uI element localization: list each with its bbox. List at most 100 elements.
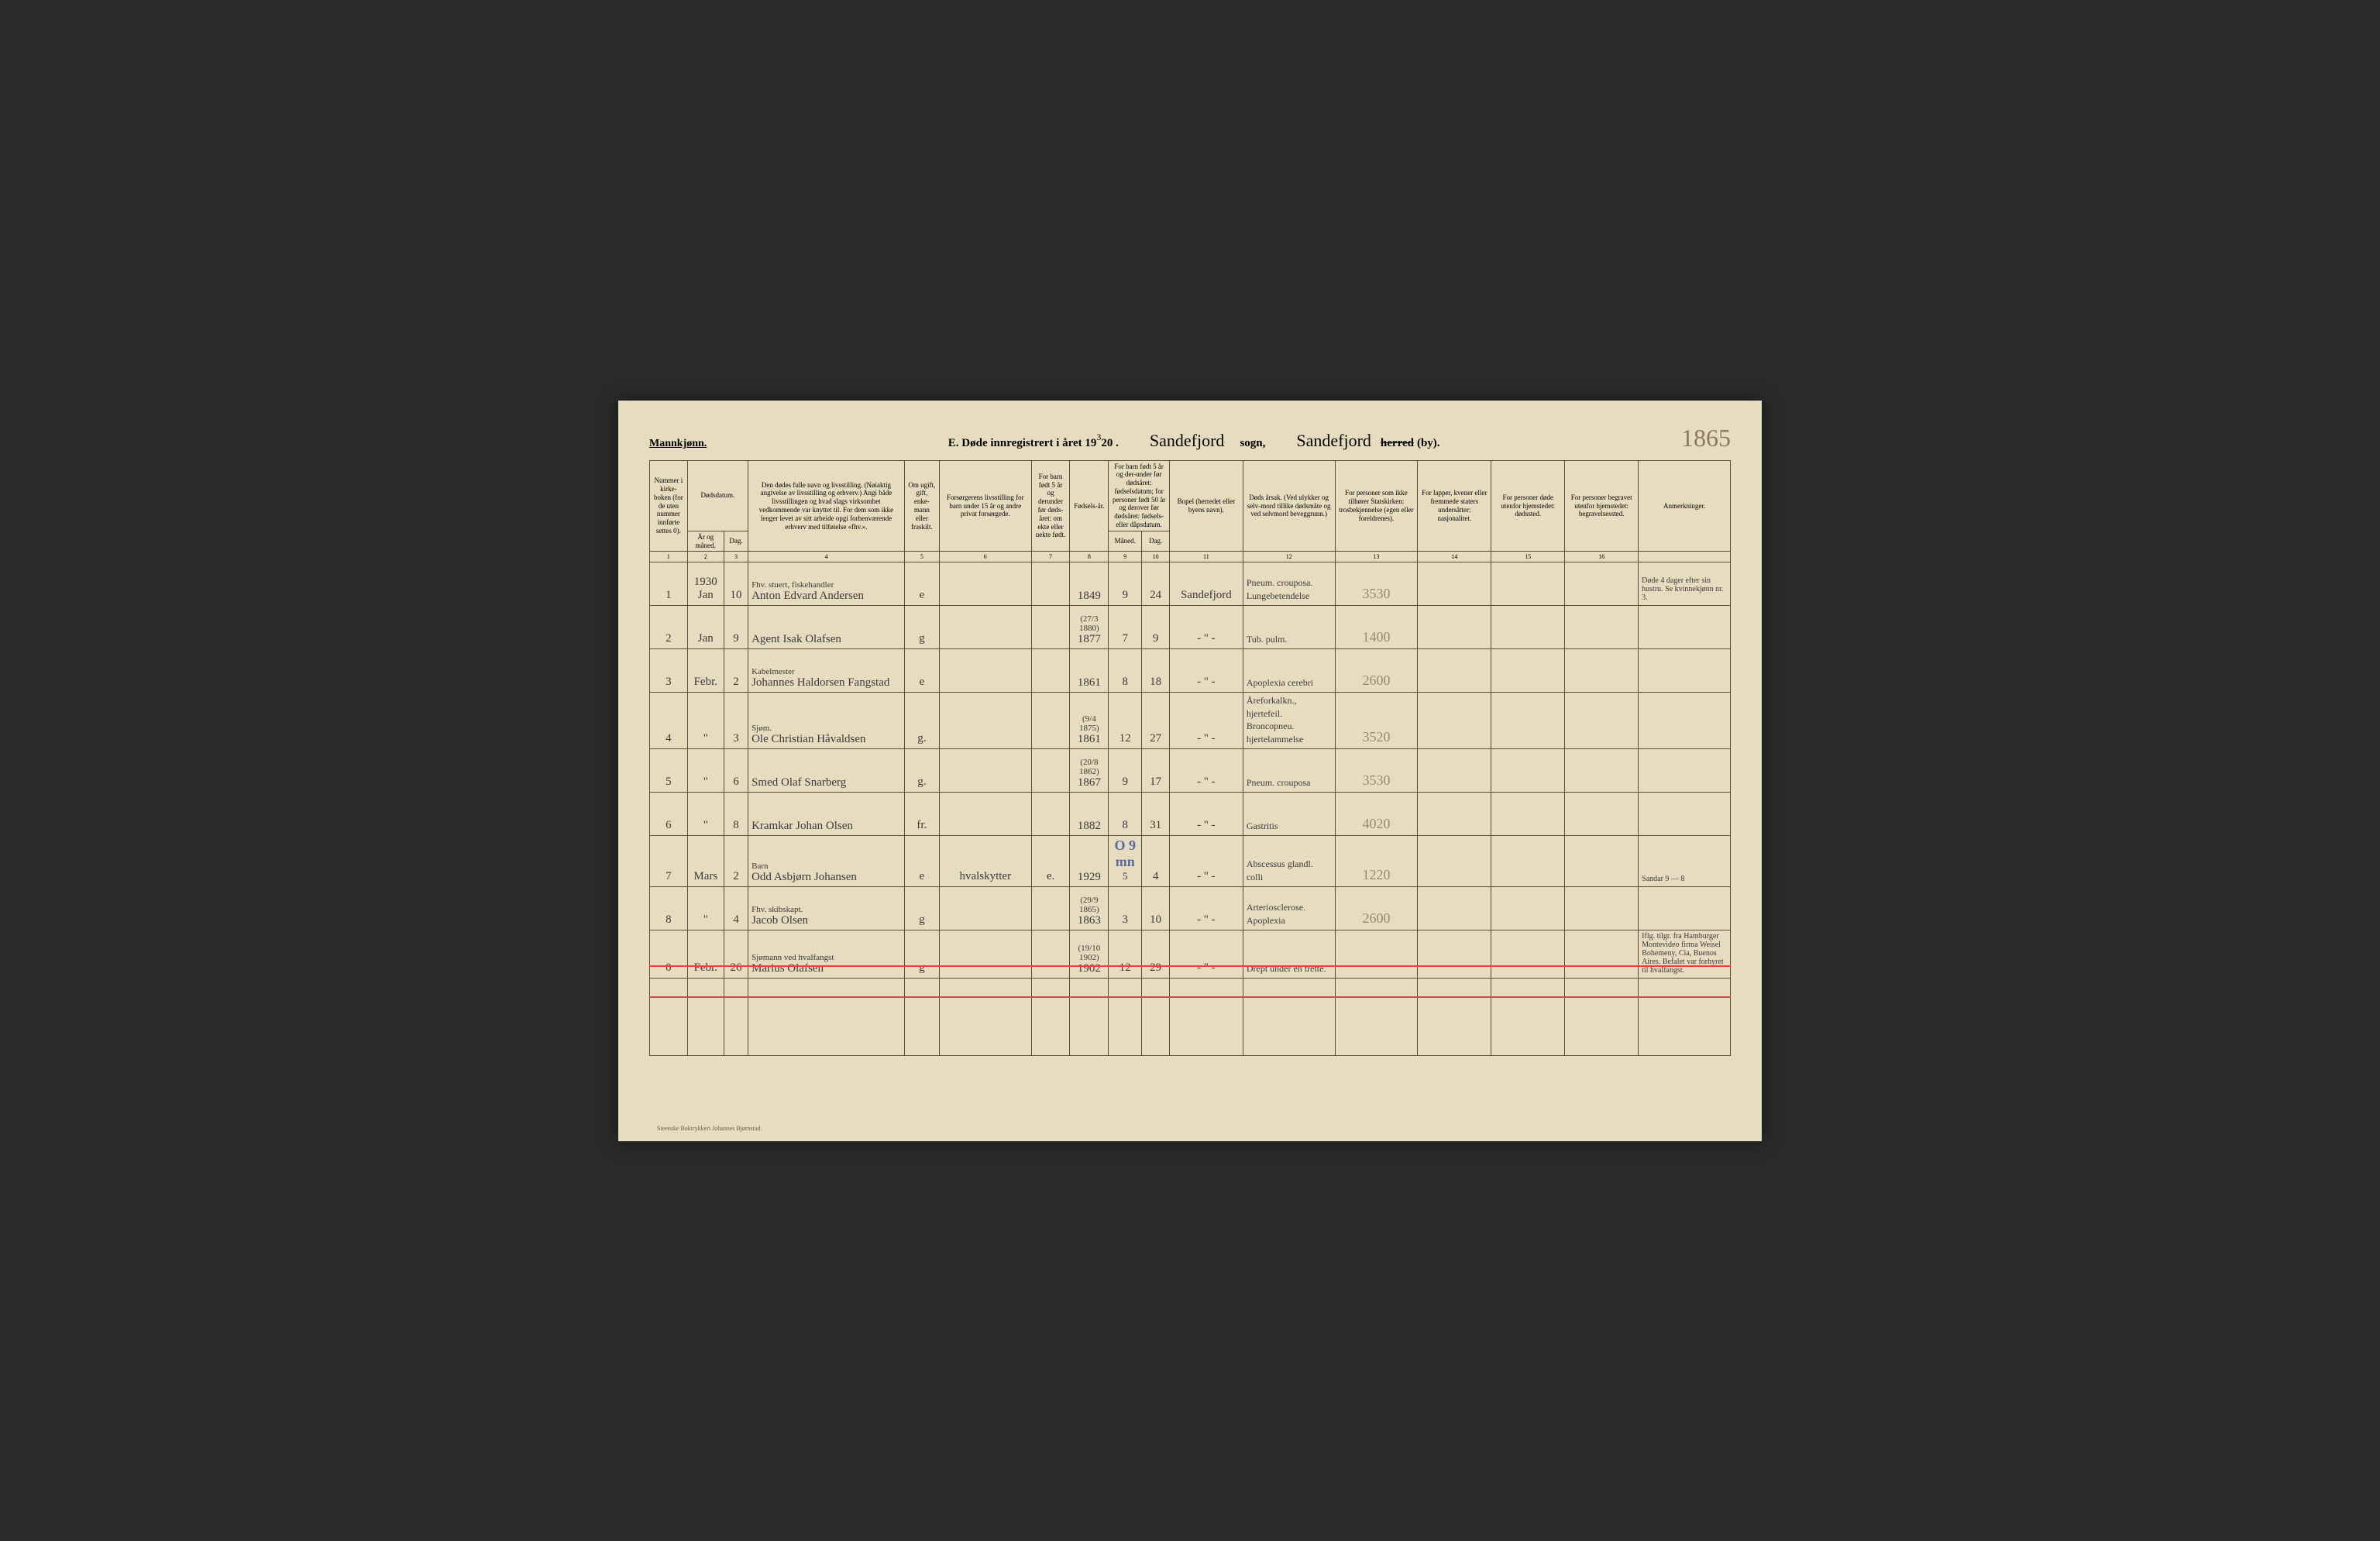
table-cell xyxy=(1565,793,1639,836)
table-cell: Kramkar Johan Olsen xyxy=(748,793,905,836)
table-cell: Agent Isak Olafsen xyxy=(748,606,905,649)
table-cell: (9/4 1875)1861 xyxy=(1070,693,1109,749)
table-cell: Sjømann ved hvalfangstMarius Olafsen xyxy=(748,930,905,979)
table-cell xyxy=(1031,930,1070,979)
table-cell: 2600 xyxy=(1335,887,1418,930)
table-cell: (20/8 1862)1867 xyxy=(1070,749,1109,793)
table-cell: e. xyxy=(1031,836,1070,887)
table-cell: 1849 xyxy=(1070,562,1109,606)
table-cell xyxy=(1031,693,1070,749)
table-cell xyxy=(1639,693,1731,749)
table-cell: 5 xyxy=(650,749,688,793)
table-cell xyxy=(1491,562,1565,606)
table-cell xyxy=(1418,649,1491,693)
table-cell: 1882 xyxy=(1070,793,1109,836)
table-cell: - " - xyxy=(1169,749,1243,793)
gender-label: Mannkjønn. xyxy=(649,438,707,450)
table-cell: Pneum. crouposa. Lungebetendelse xyxy=(1243,562,1335,606)
table-cell xyxy=(1418,693,1491,749)
table-cell: 8 xyxy=(724,793,748,836)
table-cell: 4 xyxy=(1142,836,1170,887)
table-row: 5"6Smed Olaf Snarbergg.(20/8 1862)186791… xyxy=(650,749,1731,793)
table-cell: 9 xyxy=(1109,749,1142,793)
table-cell: g xyxy=(904,887,939,930)
col-header: Anmerkninger. xyxy=(1639,460,1731,552)
table-cell: 3 xyxy=(1109,887,1142,930)
table-cell: - " - xyxy=(1169,693,1243,749)
table-cell: 6 xyxy=(650,793,688,836)
table-cell: Åreforkalkn., hjertefeil. Broncopneu. hj… xyxy=(1243,693,1335,749)
table-cell xyxy=(1031,793,1070,836)
table-cell: 2 xyxy=(724,836,748,887)
table-cell: 8 xyxy=(650,887,688,930)
table-cell: Døde 4 dager efter sin hustru. Se kvinne… xyxy=(1639,562,1731,606)
table-cell: Arteriosclerose. Apoplexia xyxy=(1243,887,1335,930)
col-header: For barn født 5 år og derunder før døds-… xyxy=(1031,460,1070,552)
table-cell: - " - xyxy=(1169,887,1243,930)
table-cell: e xyxy=(904,649,939,693)
col-header: For barn født 5 år og der-under før døds… xyxy=(1109,460,1170,531)
column-number-row: 1 2 3 4 5 6 7 8 9 10 11 12 13 14 15 16 xyxy=(650,552,1731,562)
table-cell: - " - xyxy=(1169,649,1243,693)
table-cell xyxy=(1491,649,1565,693)
table-cell: Tub. pulm. xyxy=(1243,606,1335,649)
printer-footer: Steenske Boktrykkeri Johannes Bjørnstad. xyxy=(657,1125,762,1132)
table-cell: - " - xyxy=(1169,793,1243,836)
table-cell: 8 xyxy=(1109,793,1142,836)
table-cell: Apoplexia cerebri xyxy=(1243,649,1335,693)
table-cell: Iflg. tilgr. fra Hamburger Montevideo fi… xyxy=(1639,930,1731,979)
table-cell: 31 xyxy=(1142,793,1170,836)
table-cell: 1 xyxy=(650,562,688,606)
table-cell: fr. xyxy=(904,793,939,836)
col-header: Om ugift, gift, enke-mann eller fraskilt… xyxy=(904,460,939,552)
table-cell: 24 xyxy=(1142,562,1170,606)
table-cell: - " - xyxy=(1169,836,1243,887)
table-cell: 2 xyxy=(650,606,688,649)
table-cell: - " - xyxy=(1169,930,1243,979)
table-cell: 0 xyxy=(650,930,688,979)
table-cell xyxy=(1639,606,1731,649)
table-cell: 29 xyxy=(1142,930,1170,979)
table-cell: 6 xyxy=(724,749,748,793)
table-cell xyxy=(1031,649,1070,693)
table-cell xyxy=(1418,749,1491,793)
table-body: 11930 Jan10Fhv. stuert, fiskehandlerAnto… xyxy=(650,562,1731,1056)
table-cell xyxy=(939,793,1031,836)
table-cell: Gastritis xyxy=(1243,793,1335,836)
table-cell: " xyxy=(687,793,724,836)
table-row: 11930 Jan10Fhv. stuert, fiskehandlerAnto… xyxy=(650,562,1731,606)
table-cell: Fhv. skibskapt.Jacob Olsen xyxy=(748,887,905,930)
table-cell xyxy=(939,606,1031,649)
table-row: 6"8Kramkar Johan Olsenfr.1882831- " -Gas… xyxy=(650,793,1731,836)
col-header: Forsørgerens livsstilling for barn under… xyxy=(939,460,1031,552)
table-cell: 1861 xyxy=(1070,649,1109,693)
table-cell: Febr. xyxy=(687,649,724,693)
table-cell: Jan xyxy=(687,606,724,649)
table-cell: g. xyxy=(904,693,939,749)
sogn-name: Sandefjord xyxy=(1150,431,1225,450)
table-cell: 1929 xyxy=(1070,836,1109,887)
table-cell: Pneum. crouposa xyxy=(1243,749,1335,793)
table-cell xyxy=(1639,749,1731,793)
table-cell xyxy=(1565,606,1639,649)
table-cell xyxy=(1031,749,1070,793)
table-cell: g xyxy=(904,930,939,979)
table-cell xyxy=(939,649,1031,693)
table-cell xyxy=(1031,606,1070,649)
table-cell: 7 xyxy=(650,836,688,887)
title-center: E. Døde innregistrert i året 19320 . San… xyxy=(948,431,1440,451)
table-cell: 26 xyxy=(724,930,748,979)
table-cell: Mars xyxy=(687,836,724,887)
table-cell: 9 xyxy=(724,606,748,649)
table-cell: 1930 Jan xyxy=(687,562,724,606)
table-cell: Sjøm.Ole Christian Håvaldsen xyxy=(748,693,905,749)
table-cell: 12 xyxy=(1109,930,1142,979)
table-cell: Febr. xyxy=(687,930,724,979)
table-cell: 4020 xyxy=(1335,793,1418,836)
table-cell: 18 xyxy=(1142,649,1170,693)
table-cell xyxy=(1565,693,1639,749)
col-subheader: Dag. xyxy=(724,531,748,552)
table-cell xyxy=(939,693,1031,749)
table-cell: e xyxy=(904,836,939,887)
table-cell xyxy=(1491,930,1565,979)
